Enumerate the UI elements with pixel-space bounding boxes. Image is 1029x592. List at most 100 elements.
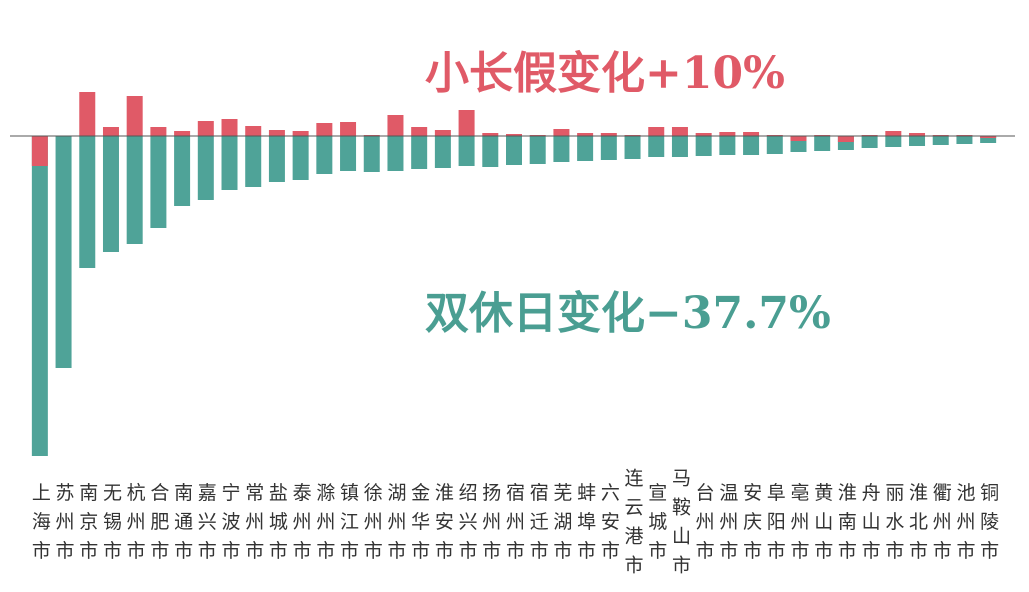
x-tick-label: 金华市 [408,482,430,569]
bar [909,136,926,146]
x-tick-label: 杭州市 [124,482,146,569]
bar [553,129,570,136]
bar [31,136,48,456]
bar [245,126,262,136]
bar [861,136,878,148]
bar [837,136,854,142]
x-tick-label: 嘉兴市 [195,482,217,569]
x-tick-label: 衢州市 [930,482,952,569]
bar [197,136,214,200]
x-tick-label: 淮安市 [432,482,454,569]
x-tick-label: 阜阳市 [764,482,786,569]
bar [55,136,72,368]
x-tick-label: 六安市 [598,482,620,569]
x-tick-label: 舟山市 [859,482,881,569]
bar [766,136,783,154]
bar [79,92,96,136]
bar [719,136,736,155]
bar [340,122,357,136]
bar [529,136,546,164]
x-tick-label: 淮北市 [906,482,928,569]
x-tick-label: 常州市 [242,482,264,569]
x-tick-label: 连云港市 [622,468,644,584]
bar [340,136,357,171]
bar [268,136,285,182]
x-tick-label: 宁波市 [219,482,241,569]
x-tick-label: 湖州市 [384,482,406,569]
bar [458,110,475,136]
x-tick-label: 扬州市 [479,482,501,569]
bar [506,136,522,165]
x-tick-label: 上海市 [29,482,51,569]
x-tick-label: 合肥市 [147,482,169,569]
bar [648,136,665,157]
bar [600,136,617,160]
x-tick-label: 宿州市 [503,482,525,569]
bar [458,136,475,166]
x-tick-label: 马鞍山市 [669,468,691,584]
bar [506,134,522,136]
bar [434,136,451,168]
bar [197,121,214,136]
bar [387,115,404,136]
x-tick-label: 绍兴市 [456,482,478,569]
bar [482,136,499,167]
bar [79,136,96,268]
bar [743,136,760,155]
x-tick-label: 亳州市 [787,482,809,569]
x-tick-label: 池州市 [953,482,975,569]
bar [102,136,119,252]
bar [292,136,309,180]
annotation: 小长假变化+10% [425,48,785,99]
bar [553,136,570,162]
bar [624,136,641,159]
bar [221,119,238,136]
x-tick-label: 宣城市 [645,482,667,569]
bar [316,136,333,174]
bar [482,133,499,136]
bar [434,130,451,136]
bar [671,136,688,157]
x-tick-label: 滁州市 [313,482,335,569]
x-tick-label: 芜湖市 [550,482,572,569]
bar [411,136,428,169]
x-tick-label: 南京市 [76,482,98,569]
bar [885,131,902,136]
x-tick-label: 淮南市 [835,482,857,569]
bar [363,136,380,172]
x-tick-label: 苏州市 [53,482,75,569]
bar [221,136,238,190]
bar [814,136,831,151]
bar [150,136,167,228]
bar [885,136,902,147]
bar [648,127,665,136]
bar [695,133,712,136]
bar [387,136,404,171]
bar [790,136,807,141]
bar [600,133,617,136]
x-tick-label: 宿迁市 [527,482,549,569]
bar [150,127,167,136]
bar [695,136,712,156]
x-tick-label: 南通市 [171,482,193,569]
x-tick-label: 温州市 [716,482,738,569]
bar [671,127,688,136]
bar [909,133,926,136]
bar [577,133,594,136]
bar [174,136,191,206]
bar [268,130,285,136]
bar [956,136,973,144]
x-tick-label: 无锡市 [100,483,122,570]
x-tick-label: 黄山市 [811,482,833,569]
bar [719,132,736,136]
x-tick-label: 丽水市 [882,483,904,570]
bar [932,136,949,145]
x-tick-label: 盐城市 [266,482,288,569]
annotation: 双休日变化−37.7% [425,288,831,339]
x-tick-label: 台州市 [693,482,715,569]
bar [577,136,594,161]
bar [245,136,262,187]
bar [174,131,191,136]
bar [743,132,760,136]
